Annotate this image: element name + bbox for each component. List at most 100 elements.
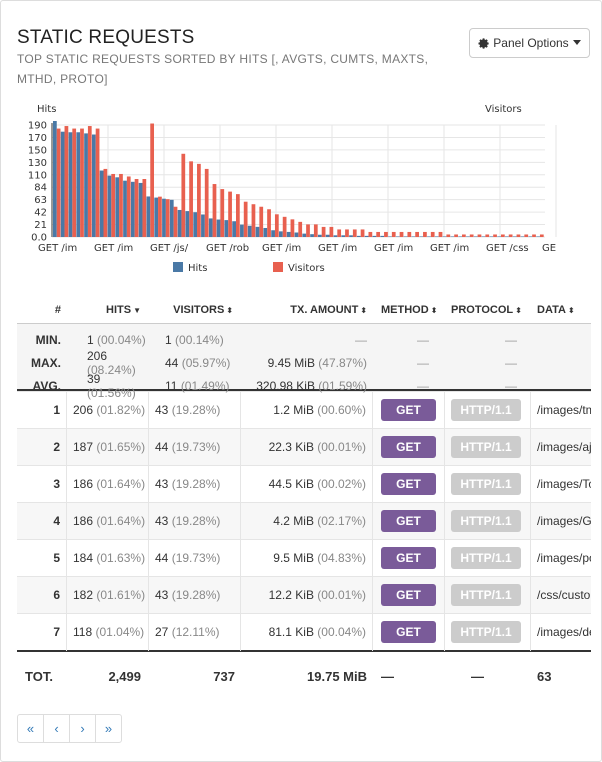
visitors-bar[interactable] <box>111 173 116 237</box>
col-method-header[interactable]: METHOD ⬍ <box>381 304 438 316</box>
hits-bar[interactable] <box>302 233 307 237</box>
hits-bar[interactable] <box>224 220 229 237</box>
visitors-bar[interactable] <box>516 234 521 237</box>
hits-bar[interactable] <box>146 196 151 237</box>
hits-bar[interactable] <box>68 132 73 237</box>
hits-bar[interactable] <box>310 234 314 237</box>
table-row[interactable]: 2 187 (01.65%) 44 (19.73%) 22.3 KiB (00.01%… <box>17 428 591 466</box>
col-protocol-header[interactable]: PROTOCOL ⬍ <box>451 304 522 316</box>
hits-bar[interactable] <box>123 180 127 237</box>
visitors-bar[interactable] <box>329 226 334 237</box>
visitors-bar[interactable] <box>282 216 287 237</box>
hits-bar[interactable] <box>255 226 260 237</box>
visitors-bar[interactable] <box>126 176 131 237</box>
hits-bar[interactable] <box>193 212 198 237</box>
hits-bar[interactable] <box>481 236 486 237</box>
last-page-button[interactable]: » <box>95 714 122 743</box>
hits-bar[interactable] <box>162 198 166 237</box>
visitors-bar[interactable] <box>469 234 474 237</box>
table-row[interactable]: 5 184 (01.63%) 44 (19.73%) 9.5 MiB (04.83%)… <box>17 539 591 577</box>
visitors-bar[interactable] <box>360 229 365 237</box>
hits-bar[interactable] <box>317 234 322 237</box>
hits-bar[interactable] <box>489 236 494 237</box>
table-row[interactable]: 4 186 (01.64%) 43 (19.28%) 4.2 MiB (02.17%)… <box>17 502 591 540</box>
visitors-bar[interactable] <box>399 231 404 237</box>
hits-bar[interactable] <box>411 236 416 237</box>
hits-bar[interactable] <box>53 121 57 237</box>
hits-bar[interactable] <box>169 199 174 237</box>
visitors-bar[interactable] <box>290 219 295 237</box>
visitors-bar[interactable] <box>80 128 84 237</box>
visitors-bar[interactable] <box>415 231 419 237</box>
visitors-bar[interactable] <box>391 231 396 237</box>
visitors-bar[interactable] <box>430 231 435 237</box>
row-data[interactable]: /images/Goo <box>537 514 591 528</box>
visitors-bar[interactable] <box>446 234 451 237</box>
col-tx-header[interactable]: TX. AMOUNT ⬍ <box>290 304 367 316</box>
hits-bar[interactable] <box>473 236 478 237</box>
visitors-bar[interactable] <box>376 231 381 237</box>
row-data[interactable]: /images/ajax <box>537 440 591 454</box>
hits-bar[interactable] <box>91 134 96 237</box>
hits-bar[interactable] <box>466 236 470 237</box>
hits-bar[interactable] <box>232 221 236 237</box>
hits-bar[interactable] <box>458 236 463 237</box>
hits-bar[interactable] <box>536 236 540 237</box>
col-data-header[interactable]: DATA ⬍ <box>537 304 575 316</box>
visitors-bar[interactable] <box>313 224 318 237</box>
visitors-bar[interactable] <box>134 179 139 237</box>
col-hits-header[interactable]: HITS ▼ <box>106 304 141 316</box>
hits-bar[interactable] <box>208 218 213 237</box>
hits-bar[interactable] <box>138 182 143 237</box>
visitors-bar[interactable] <box>103 168 108 237</box>
hits-bar[interactable] <box>107 175 112 237</box>
visitors-bar[interactable] <box>337 229 342 237</box>
visitors-bar[interactable] <box>407 231 412 237</box>
hits-bar[interactable] <box>528 236 533 237</box>
hits-bar[interactable] <box>76 132 81 237</box>
next-page-button[interactable]: › <box>69 714 96 743</box>
visitors-bar[interactable] <box>142 179 147 237</box>
visitors-bar[interactable] <box>298 221 303 237</box>
hits-bar[interactable] <box>185 211 190 237</box>
visitors-bar[interactable] <box>539 234 544 237</box>
visitors-bar[interactable] <box>267 209 271 237</box>
hits-bar[interactable] <box>505 236 509 237</box>
visitors-bar[interactable] <box>150 123 155 237</box>
hits-bar[interactable] <box>216 219 221 237</box>
visitors-bar[interactable] <box>259 206 264 237</box>
visitors-bar[interactable] <box>368 231 373 237</box>
visitors-bar[interactable] <box>477 234 482 237</box>
hits-bar[interactable] <box>372 235 377 237</box>
visitors-bar[interactable] <box>243 201 248 237</box>
visitors-bar[interactable] <box>493 234 497 237</box>
visitors-bar[interactable] <box>95 128 100 237</box>
hits-bar[interactable] <box>294 232 299 237</box>
visitors-bar[interactable] <box>197 163 201 237</box>
visitors-bar[interactable] <box>181 153 186 237</box>
first-page-button[interactable]: « <box>17 714 44 743</box>
hits-bar[interactable] <box>450 236 455 237</box>
table-row[interactable]: 3 186 (01.64%) 43 (19.28%) 44.5 KiB (00.02%… <box>17 465 591 503</box>
hits-bar[interactable] <box>154 197 159 237</box>
visitors-bar[interactable] <box>119 173 123 237</box>
visitors-bar[interactable] <box>345 229 349 237</box>
table-row[interactable]: 6 182 (01.61%) 43 (19.28%) 12.2 KiB (00.01%… <box>17 576 591 614</box>
hits-bar[interactable] <box>349 235 353 237</box>
visitors-bar[interactable] <box>462 234 466 237</box>
row-data[interactable]: /images/podc <box>537 551 591 565</box>
visitors-bar[interactable] <box>64 126 69 237</box>
hits-bar[interactable] <box>419 236 424 237</box>
visitors-bar[interactable] <box>384 231 388 237</box>
hits-bar[interactable] <box>388 236 392 237</box>
visitors-bar[interactable] <box>423 231 427 237</box>
hits-bar[interactable] <box>286 231 291 237</box>
table-row[interactable]: 1 206 (01.82%) 43 (19.28%) 1.2 MiB (00.60%)… <box>17 391 591 429</box>
prev-page-button[interactable]: ‹ <box>43 714 70 743</box>
visitors-bar[interactable] <box>321 226 326 237</box>
visitors-bar[interactable] <box>173 206 178 237</box>
hits-bar[interactable] <box>240 224 244 237</box>
visitors-bar[interactable] <box>438 231 443 237</box>
hits-bar[interactable] <box>434 236 439 237</box>
hits-bar[interactable] <box>380 235 385 237</box>
